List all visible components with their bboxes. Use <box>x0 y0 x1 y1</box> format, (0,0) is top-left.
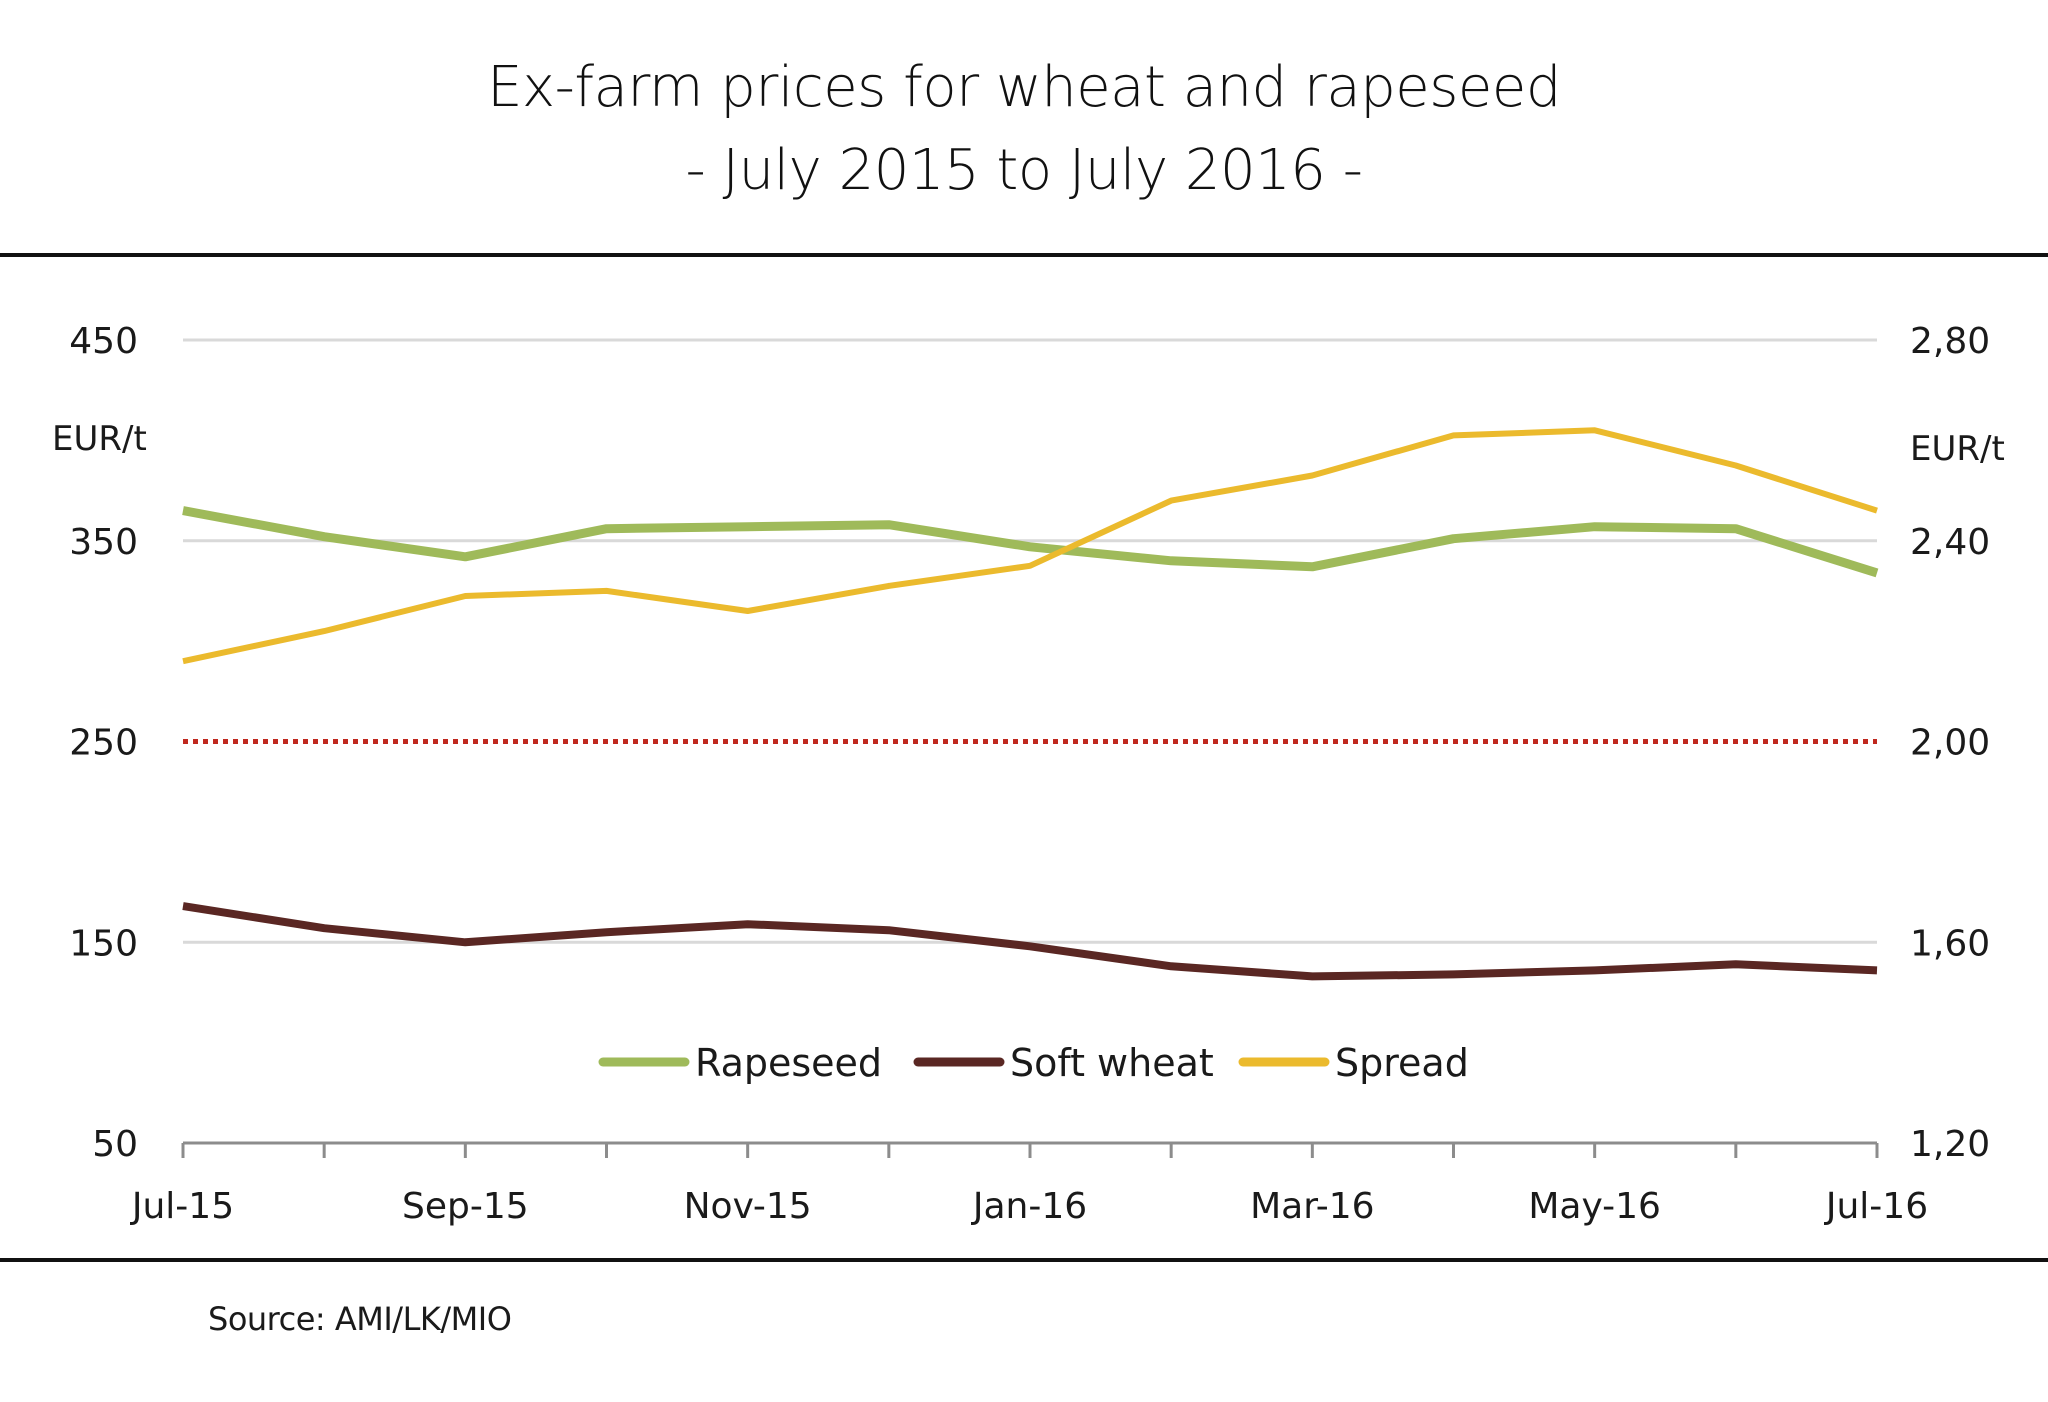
right-axis-tick-label: 2,80 <box>1910 321 1990 362</box>
source-note: Source: AMI/LK/MIO <box>208 1300 512 1338</box>
left-axis-tick-label: 350 <box>69 522 138 563</box>
legend-label: Soft wheat <box>1010 1041 1214 1085</box>
right-axis-unit-label: EUR/t <box>1910 429 2005 469</box>
right-axis-ticks: 1,20 1,60 2,00 2,40 2,80 <box>1910 321 1990 1165</box>
top-divider <box>0 253 2048 257</box>
chart-title: Ex-farm prices for wheat and rapeseed <box>487 55 1561 120</box>
right-axis-tick-label: 1,20 <box>1910 1124 1990 1165</box>
chart-subtitle: - July 2015 to July 2016 - <box>685 138 1363 203</box>
left-axis-tick-label: 250 <box>69 723 138 764</box>
right-axis-tick-label: 2,40 <box>1910 522 1990 563</box>
x-axis-tick-label: Sep-15 <box>402 1186 529 1227</box>
series-lines <box>182 427 1879 981</box>
x-axis-tick-label: Nov-15 <box>684 1186 812 1227</box>
x-axis-tick-label: Jan-16 <box>971 1186 1087 1227</box>
bottom-divider <box>0 1258 2048 1262</box>
legend-item-spread: Spread <box>1238 1041 1469 1085</box>
x-axis-labels: Jul-15 Sep-15 Nov-15 Jan-16 Mar-16 May-16 Jul-… <box>130 1186 1928 1227</box>
x-axis-tick-label: Jul-16 <box>1824 1186 1928 1227</box>
x-axis-tick-label: May-16 <box>1528 1186 1661 1227</box>
legend-item-rapeseed: Rapeseed <box>598 1041 882 1085</box>
left-axis-tick-label: 50 <box>92 1124 138 1165</box>
right-axis-tick-label: 2,00 <box>1910 723 1990 764</box>
gridlines <box>183 338 1877 944</box>
left-axis-tick-label: 450 <box>69 321 138 362</box>
left-axis-unit-label: EUR/t <box>52 419 147 459</box>
legend-item-soft-wheat: Soft wheat <box>913 1041 1214 1085</box>
left-axis-tick-label: 150 <box>69 923 138 964</box>
x-axis-tick-label: Jul-15 <box>130 1186 234 1227</box>
legend-label: Rapeseed <box>695 1041 882 1085</box>
left-axis-ticks: 50 150 250 350 450 <box>69 321 138 1165</box>
legend-label: Spread <box>1335 1041 1469 1085</box>
legend: Rapeseed Soft wheat Spread <box>598 1041 1469 1085</box>
x-axis <box>181 1141 1879 1158</box>
x-axis-tick-label: Mar-16 <box>1250 1186 1374 1227</box>
right-axis-tick-label: 1,60 <box>1910 923 1990 964</box>
